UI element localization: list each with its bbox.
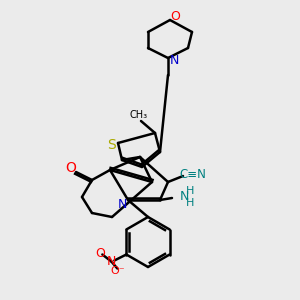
Text: O: O xyxy=(66,161,76,175)
Text: C≡N: C≡N xyxy=(180,167,206,181)
Text: N: N xyxy=(179,190,189,203)
Text: CH₃: CH₃ xyxy=(130,110,148,120)
Text: N: N xyxy=(107,255,116,268)
Text: O: O xyxy=(95,247,105,260)
Text: N: N xyxy=(169,55,179,68)
Text: O⁻: O⁻ xyxy=(110,266,125,275)
Text: O: O xyxy=(170,10,180,22)
Text: S: S xyxy=(108,138,116,152)
Text: H: H xyxy=(186,198,194,208)
Text: N: N xyxy=(117,197,127,211)
Text: H: H xyxy=(186,186,194,196)
